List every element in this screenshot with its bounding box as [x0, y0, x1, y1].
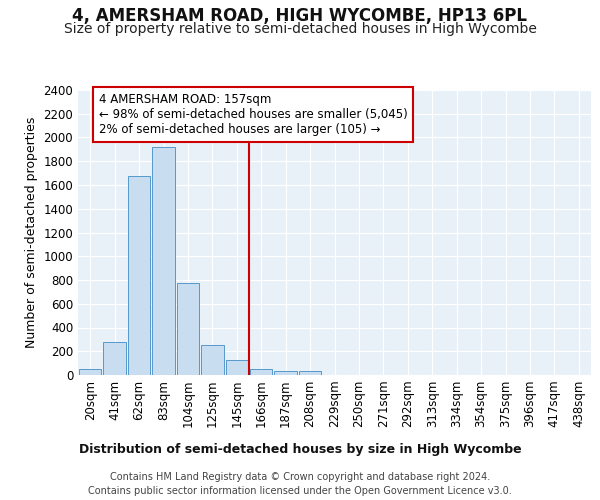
Text: Size of property relative to semi-detached houses in High Wycombe: Size of property relative to semi-detach…	[64, 22, 536, 36]
Bar	[299, 372, 322, 375]
Text: Contains public sector information licensed under the Open Government Licence v3: Contains public sector information licen…	[88, 486, 512, 496]
Bar	[103, 342, 126, 375]
Text: Contains HM Land Registry data © Crown copyright and database right 2024.: Contains HM Land Registry data © Crown c…	[110, 472, 490, 482]
Text: 4 AMERSHAM ROAD: 157sqm
← 98% of semi-detached houses are smaller (5,045)
2% of : 4 AMERSHAM ROAD: 157sqm ← 98% of semi-de…	[98, 93, 407, 136]
Bar	[128, 176, 151, 375]
Bar	[79, 369, 101, 375]
Bar	[176, 283, 199, 375]
Bar	[250, 369, 272, 375]
Y-axis label: Number of semi-detached properties: Number of semi-detached properties	[25, 117, 38, 348]
Text: Distribution of semi-detached houses by size in High Wycombe: Distribution of semi-detached houses by …	[79, 442, 521, 456]
Bar	[152, 147, 175, 375]
Bar	[226, 360, 248, 375]
Text: 4, AMERSHAM ROAD, HIGH WYCOMBE, HP13 6PL: 4, AMERSHAM ROAD, HIGH WYCOMBE, HP13 6PL	[73, 8, 527, 26]
Bar	[201, 344, 224, 375]
Bar	[274, 372, 297, 375]
